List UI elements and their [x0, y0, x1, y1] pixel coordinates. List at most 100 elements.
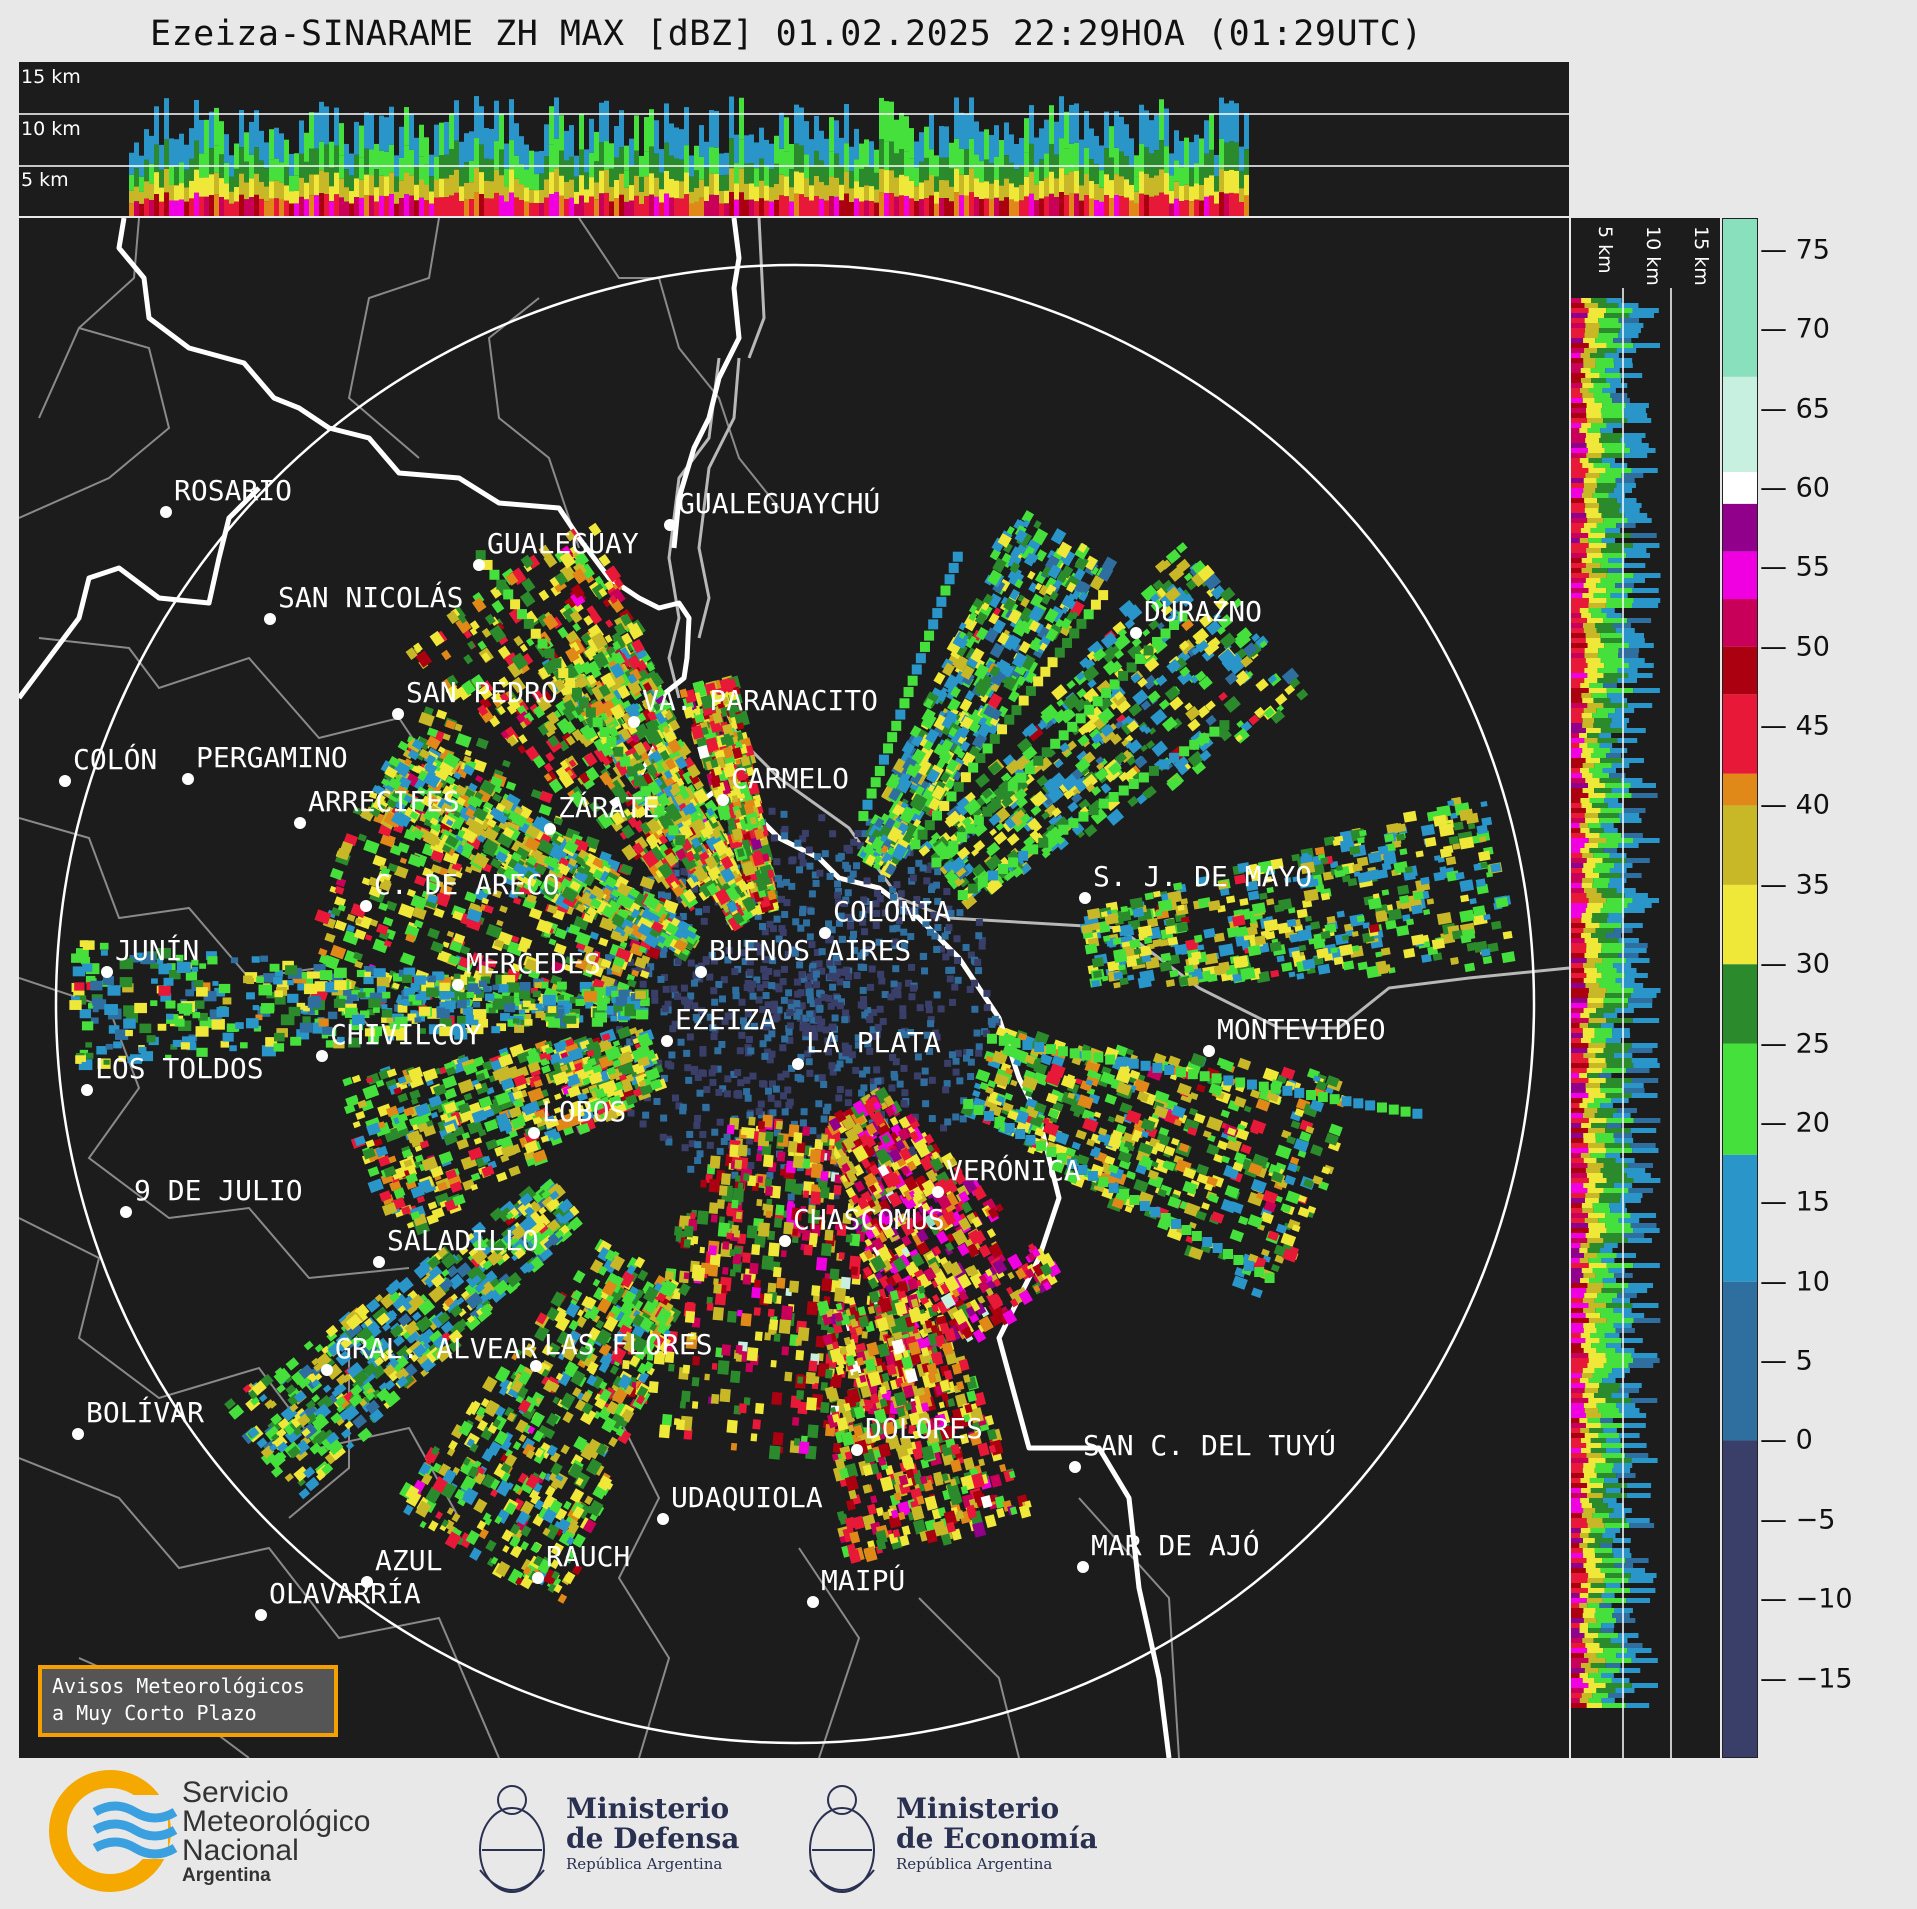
colorbar-tick-label: — 25 — [1760, 1028, 1830, 1060]
colorbar-segment — [1722, 646, 1758, 695]
city-marker — [695, 966, 707, 978]
city-label: CARMELO — [731, 762, 849, 795]
colorbar-tick-label: — 40 — [1760, 789, 1830, 821]
city-marker — [182, 773, 194, 785]
colorbar-tick-label: — −10 — [1760, 1583, 1853, 1615]
footer: Servicio Meteorológico Nacional Argentin… — [0, 1760, 1917, 1909]
city-marker — [544, 823, 556, 835]
city-marker — [717, 794, 729, 806]
city-label: LOS TOLDOS — [95, 1052, 264, 1085]
city-label: PERGAMINO — [196, 741, 348, 774]
city-label: UDAQUIOLA — [671, 1481, 823, 1514]
top-cross-section-echoes — [129, 96, 1249, 216]
city-label: SALADILLO — [387, 1224, 539, 1257]
side-cross-section-panel: 5 km 10 km 15 km — [1571, 218, 1720, 1758]
city-label: SAN NICOLÁS — [278, 580, 463, 614]
smn-line-2: Meteorológico — [182, 1805, 371, 1838]
city-marker — [819, 927, 831, 939]
colorbar-tick-label: — 45 — [1760, 710, 1830, 742]
side-level-label-15km: 15 km — [1690, 226, 1712, 286]
colorbar-tick-label: — 50 — [1760, 631, 1830, 663]
city-label: AZUL — [375, 1544, 442, 1577]
city-label: C. DE ARECO — [374, 868, 559, 901]
aviso-button[interactable]: Avisos Meteorológicos a Muy Corto Plazo — [38, 1665, 338, 1737]
city-label: GUALEGUAY — [487, 527, 639, 560]
city-marker — [160, 506, 172, 518]
city-label: BOLÍVAR — [86, 1395, 204, 1429]
city-marker — [452, 979, 464, 991]
city-marker — [255, 1609, 267, 1621]
city-label: RAUCH — [546, 1540, 630, 1573]
smn-line-1: Servicio — [182, 1776, 289, 1809]
city-marker — [1079, 892, 1091, 904]
city-marker — [792, 1058, 804, 1070]
colorbar-segment — [1722, 964, 1758, 1044]
city-label: CHIVILCOY — [330, 1018, 482, 1051]
colorbar-tick-label: — 30 — [1760, 948, 1830, 980]
colorbar-tick-label: — 60 — [1760, 472, 1830, 504]
colorbar-segment — [1722, 1043, 1758, 1155]
city-marker — [657, 1513, 669, 1525]
city-label: S. J. DE MAYO — [1093, 860, 1312, 893]
city-label: DOLORES — [865, 1412, 983, 1445]
city-label: LOBOS — [542, 1095, 626, 1128]
colorbar-segment — [1722, 599, 1758, 647]
city-label: OLAVARRÍA — [269, 1576, 421, 1610]
colorbar-tick-label: — 70 — [1760, 313, 1830, 345]
defensa-coat-of-arms-icon — [479, 1785, 545, 1893]
radar-map-panel[interactable]: ROSARIO GUALEGUAYCHÚ GUALEGUAY SAN NICOLÁS D… — [19, 218, 1569, 1758]
radar-reflectivity-echoes — [69, 510, 1516, 1604]
smn-logo-text: Servicio Meteorológico Nacional Argentin… — [182, 1778, 370, 1887]
economia-logo-text: Ministerio de Economía República Argenti… — [896, 1794, 1098, 1874]
city-label: COLÓN — [73, 742, 157, 776]
city-marker — [321, 1364, 333, 1376]
city-marker — [779, 1235, 791, 1247]
city-label: EZEIZA — [675, 1003, 776, 1036]
colorbar-segment — [1722, 1440, 1758, 1758]
city-label: LAS FLORES — [544, 1328, 713, 1361]
city-marker — [373, 1256, 385, 1268]
city-marker — [361, 1576, 373, 1588]
side-cross-section-svg: 5 km 10 km 15 km — [1571, 226, 1712, 1758]
city-marker — [807, 1596, 819, 1608]
top-cross-section-svg — [19, 96, 1569, 216]
city-marker — [851, 1444, 863, 1456]
footer-logos-svg — [49, 1770, 875, 1893]
side-cross-section-echoes — [1571, 298, 1661, 1708]
colorbar-svg — [1722, 218, 1758, 1758]
city-label: COLONIA — [833, 895, 951, 928]
range-ring — [54, 263, 1536, 1745]
city-marker — [530, 1360, 542, 1372]
colorbar-tick-label: — 10 — [1760, 1266, 1830, 1298]
city-marker — [316, 1050, 328, 1062]
city-label: MERCEDES — [466, 947, 601, 980]
defensa-line-1: Ministerio — [566, 1792, 730, 1825]
colorbar-tick-label: — 65 — [1760, 393, 1830, 424]
city-label: VERÓNICA — [946, 1153, 1081, 1187]
smn-line-3: Nacional — [182, 1834, 299, 1867]
colorbar-segment — [1722, 1281, 1758, 1441]
colorbar-segment — [1722, 805, 1758, 885]
economia-line-1: Ministerio — [896, 1792, 1060, 1825]
radar-map-svg[interactable]: ROSARIO GUALEGUAYCHÚ GUALEGUAY SAN NICOLÁS D… — [19, 218, 1569, 1758]
colorbar-tick-label: — 75 — [1760, 234, 1830, 266]
economia-line-2: de Economía — [896, 1822, 1098, 1855]
colorbar-segment — [1722, 376, 1758, 473]
city-label: JUNÍN — [115, 933, 199, 967]
city-marker — [1203, 1045, 1215, 1057]
city-marker — [1077, 1561, 1089, 1573]
city-marker — [81, 1084, 93, 1096]
colorbar-tick-label: — −15 — [1760, 1663, 1853, 1695]
economia-line-3: República Argentina — [896, 1855, 1053, 1873]
city-label: DURAZNO — [1144, 595, 1262, 628]
city-label: ROSARIO — [174, 474, 292, 507]
city-label: MAR DE AJÓ — [1091, 1528, 1260, 1562]
defensa-line-2: de Defensa — [566, 1822, 740, 1855]
city-marker — [528, 1127, 540, 1139]
smn-logo-icon — [49, 1770, 178, 1892]
colorbar-tick-label: — 35 — [1760, 869, 1830, 901]
city-label: SAN PEDRO — [406, 676, 558, 709]
colorbar-segment — [1722, 503, 1758, 552]
top-cross-section-panel: 15 km 10 km 5 km — [19, 62, 1569, 216]
colorbar-segment — [1722, 218, 1758, 377]
